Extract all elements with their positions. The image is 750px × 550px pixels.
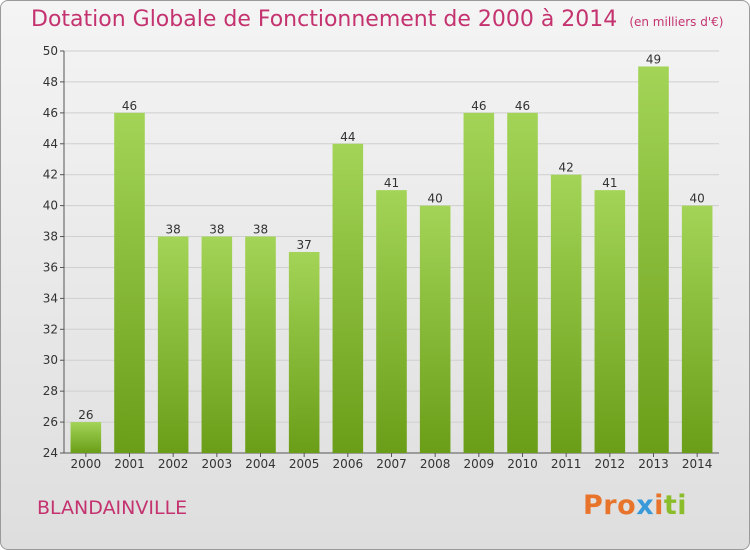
logo-letter: P	[583, 490, 604, 521]
logo-letter: o	[617, 490, 637, 521]
data-labels: 26 46 38 38 38 37 44 41 40 46 46 42 41 49 40	[78, 52, 705, 422]
bar-2008[interactable]	[419, 205, 451, 453]
data-label: 38	[209, 223, 224, 237]
logo-letter: x	[636, 490, 655, 521]
data-label: 37	[297, 238, 312, 252]
y-tick-label: 42	[43, 168, 58, 182]
data-label: 26	[78, 408, 93, 422]
bar-2014[interactable]	[681, 205, 713, 453]
data-label: 44	[340, 130, 355, 144]
y-tick-label: 32	[43, 322, 58, 336]
bar-2004[interactable]	[245, 236, 276, 453]
logo-letter: i	[677, 490, 688, 521]
y-tick-label: 30	[43, 353, 58, 367]
y-tick-label: 38	[43, 230, 58, 244]
chart-title: Dotation Globale de Fonctionnement de 20…	[31, 7, 723, 32]
x-tick-label: 2007	[376, 457, 407, 471]
data-label: 40	[690, 192, 705, 206]
bars	[70, 66, 713, 453]
logo-letter: i	[654, 490, 664, 521]
proxiti-logo[interactable]: Proxiti	[583, 490, 687, 521]
x-tick-label: 2014	[682, 457, 713, 471]
x-tick-label: 2009	[464, 457, 495, 471]
commune-name: BLANDAINVILLE	[37, 497, 188, 519]
x-tick-label: 2011	[551, 457, 582, 471]
bar-2002[interactable]	[157, 236, 189, 453]
y-tick-label: 48	[43, 75, 58, 89]
bar-2010[interactable]	[507, 112, 538, 453]
y-tick-label: 36	[43, 260, 58, 274]
axes: 24 26 28 30 32 34 36 38 40 42 44 46 48 50 2000 2001 2002…	[43, 44, 719, 471]
data-label: 49	[646, 52, 661, 66]
y-tick-label: 44	[43, 137, 58, 151]
y-tick-label: 28	[43, 384, 58, 398]
logo-letter: t	[663, 490, 678, 521]
x-tick-label: 2010	[507, 457, 538, 471]
bar-2000[interactable]	[70, 422, 102, 453]
y-tick-label: 24	[43, 446, 58, 460]
bar-2013[interactable]	[638, 66, 669, 453]
bar-2005[interactable]	[288, 252, 320, 453]
bar-2011[interactable]	[550, 174, 582, 453]
y-tick-label: 50	[43, 44, 58, 58]
chart-unit-label: (en milliers d'€)	[629, 15, 724, 29]
bar-2009[interactable]	[463, 112, 495, 453]
data-label: 42	[559, 161, 574, 175]
data-label: 41	[602, 176, 617, 190]
data-label: 38	[166, 223, 181, 237]
chart-title-text: Dotation Globale de Fonctionnement de 20…	[31, 7, 618, 32]
x-tick-label: 2000	[71, 457, 102, 471]
x-tick-label: 2001	[114, 457, 145, 471]
data-label: 38	[253, 223, 268, 237]
y-tick-label: 40	[43, 199, 58, 213]
x-tick-label: 2005	[289, 457, 320, 471]
x-tick-label: 2013	[638, 457, 669, 471]
x-tick-label: 2004	[245, 457, 276, 471]
x-tick-label: 2003	[202, 457, 233, 471]
data-label: 46	[471, 99, 486, 113]
data-label: 40	[428, 192, 443, 206]
y-tick-label: 26	[43, 415, 58, 429]
data-label: 46	[515, 99, 530, 113]
x-tick-label: 2008	[420, 457, 451, 471]
x-tick-label: 2006	[333, 457, 364, 471]
logo-letter: r	[603, 490, 618, 521]
x-tick-label: 2012	[595, 457, 626, 471]
y-tick-label: 34	[43, 291, 58, 305]
y-tick-label: 46	[43, 106, 58, 120]
data-label: 46	[122, 99, 137, 113]
bar-2001[interactable]	[114, 112, 145, 453]
data-label: 41	[384, 176, 399, 190]
bar-2003[interactable]	[201, 236, 233, 453]
bar-2012[interactable]	[594, 190, 626, 453]
bar-2007[interactable]	[376, 190, 407, 453]
x-tick-label: 2002	[158, 457, 189, 471]
bar-2006[interactable]	[332, 143, 364, 453]
